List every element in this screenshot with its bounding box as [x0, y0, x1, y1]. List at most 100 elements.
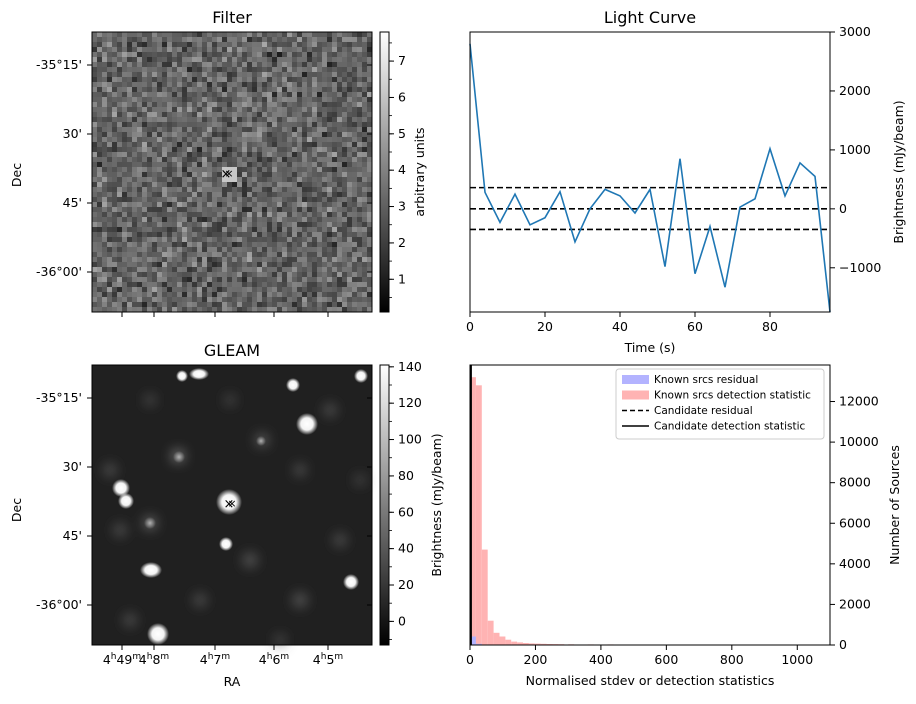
- filter-pixel: [157, 282, 162, 287]
- filter-pixel: [337, 152, 342, 157]
- filter-pixel: [207, 137, 212, 142]
- filter-pixel: [197, 232, 202, 237]
- filter-pixel: [362, 62, 367, 67]
- filter-pixel: [147, 42, 152, 47]
- filter-pixel: [92, 287, 97, 292]
- filter-pixel: [287, 247, 292, 252]
- filter-pixel: [337, 102, 342, 107]
- filter-pixel: [302, 242, 307, 247]
- filter-pixel: [357, 122, 362, 127]
- filter-pixel: [187, 222, 192, 227]
- filter-pixel: [352, 297, 357, 302]
- filter-pixel: [272, 202, 277, 207]
- filter-pixel: [347, 132, 352, 137]
- filter-pixel: [157, 67, 162, 72]
- filter-pixel: [342, 287, 347, 292]
- filter-pixel: [232, 112, 237, 117]
- filter-pixel: [237, 302, 242, 307]
- filter-pixel: [167, 52, 172, 57]
- filter-pixel: [277, 142, 282, 147]
- filter-pixel: [107, 297, 112, 302]
- filter-pixel: [212, 262, 217, 267]
- filter-pixel: [187, 77, 192, 82]
- filter-pixel: [317, 37, 322, 42]
- filter-pixel: [122, 52, 127, 57]
- filter-pixel: [217, 192, 222, 197]
- filter-pixel: [357, 297, 362, 302]
- filter-pixel: [92, 102, 97, 107]
- filter-pixel: [307, 212, 312, 217]
- filter-pixel: [347, 157, 352, 162]
- filter-pixel: [317, 197, 322, 202]
- filter-pixel: [117, 62, 122, 67]
- filter-pixel: [117, 132, 122, 137]
- filter-pixel: [272, 57, 277, 62]
- filter-pixel: [357, 162, 362, 167]
- filter-pixel: [187, 187, 192, 192]
- filter-pixel: [122, 287, 127, 292]
- filter-pixel: [227, 127, 232, 132]
- filter-pixel: [232, 127, 237, 132]
- filter-pixel: [357, 222, 362, 227]
- filter-pixel: [332, 187, 337, 192]
- filter-pixel: [327, 42, 332, 47]
- filter-pixel: [322, 152, 327, 157]
- filter-pixel: [357, 152, 362, 157]
- filter-pixel: [292, 42, 297, 47]
- filter-pixel: [252, 102, 257, 107]
- filter-pixel: [217, 292, 222, 297]
- filter-pixel: [327, 47, 332, 52]
- filter-pixel: [187, 262, 192, 267]
- filter-pixel: [307, 177, 312, 182]
- filter-pixel: [327, 167, 332, 172]
- filter-pixel: [342, 257, 347, 262]
- filter-pixel: [212, 207, 217, 212]
- filter-pixel: [292, 302, 297, 307]
- filter-pixel: [317, 172, 322, 177]
- filter-pixel: [187, 232, 192, 237]
- filter-pixel: [312, 207, 317, 212]
- filter-pixel: [277, 152, 282, 157]
- filter-pixel: [222, 52, 227, 57]
- filter-pixel: [277, 162, 282, 167]
- filter-pixel: [102, 302, 107, 307]
- filter-pixel: [207, 267, 212, 272]
- filter-pixel: [317, 132, 322, 137]
- filter-pixel: [197, 82, 202, 87]
- histogram-bar: [476, 385, 482, 645]
- filter-pixel: [232, 77, 237, 82]
- filter-pixel: [222, 242, 227, 247]
- filter-pixel: [247, 197, 252, 202]
- filter-pixel: [292, 122, 297, 127]
- filter-pixel: [162, 142, 167, 147]
- filter-pixel: [122, 232, 127, 237]
- filter-pixel: [287, 252, 292, 257]
- filter-pixel: [312, 47, 317, 52]
- filter-pixel: [122, 257, 127, 262]
- filter-pixel: [172, 252, 177, 257]
- filter-pixel: [322, 92, 327, 97]
- filter-pixel: [97, 232, 102, 237]
- filter-pixel: [92, 82, 97, 87]
- filter-pixel: [362, 187, 367, 192]
- filter-pixel: [362, 212, 367, 217]
- filter-pixel: [227, 257, 232, 262]
- x-tick-label: 40: [612, 319, 628, 334]
- filter-pixel: [217, 37, 222, 42]
- filter-pixel: [152, 247, 157, 252]
- filter-pixel: [242, 197, 247, 202]
- filter-pixel: [157, 42, 162, 47]
- filter-pixel: [172, 267, 177, 272]
- filter-pixel: [362, 102, 367, 107]
- filter-pixel: [257, 137, 262, 142]
- filter-pixel: [102, 267, 107, 272]
- filter-pixel: [177, 242, 182, 247]
- filter-pixel: [272, 302, 277, 307]
- filter-pixel: [177, 52, 182, 57]
- filter-pixel: [362, 47, 367, 52]
- filter-pixel: [327, 282, 332, 287]
- filter-pixel: [152, 32, 157, 37]
- filter-pixel: [162, 102, 167, 107]
- filter-pixel: [307, 37, 312, 42]
- filter-pixel: [357, 107, 362, 112]
